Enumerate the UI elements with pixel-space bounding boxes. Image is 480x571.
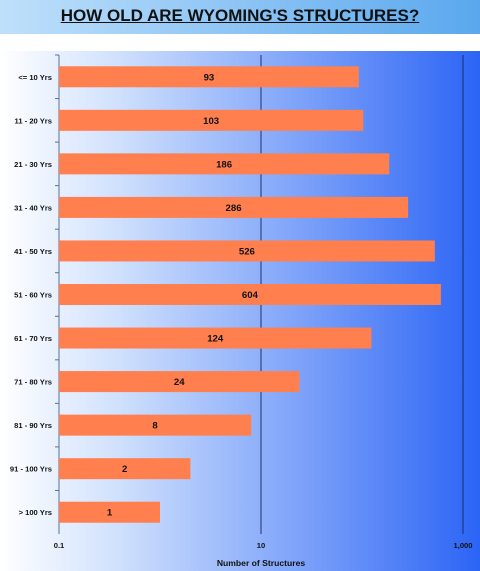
data-label: 124 [207, 334, 224, 345]
title-bar [0, 0, 480, 34]
bar [59, 371, 300, 393]
category-label: 51 - 60 Yrs [14, 291, 52, 300]
bar [59, 66, 359, 88]
data-label: 2 [122, 464, 127, 475]
data-label: 24 [174, 377, 185, 388]
x-tick-label: 10 [257, 541, 265, 550]
x-axis-title: Number of Structures [217, 558, 306, 568]
category-label: > 100 Yrs [19, 508, 52, 517]
data-label: 286 [226, 203, 242, 214]
data-label: 604 [242, 290, 259, 301]
bar [59, 240, 435, 262]
bar [59, 284, 441, 305]
data-label: 1 [107, 508, 113, 519]
category-label: 71 - 80 Yrs [14, 378, 52, 387]
category-label: 91 - 100 Yrs [10, 465, 52, 474]
category-label: 11 - 20 Yrs [15, 116, 52, 125]
bar [59, 327, 372, 349]
data-label: 186 [216, 159, 232, 170]
category-label: <= 10 Yrs [18, 73, 52, 82]
data-label: 8 [152, 421, 158, 432]
bar [59, 414, 252, 436]
category-label: 41 - 50 Yrs [14, 247, 52, 256]
category-label: 31 - 40 Yrs [14, 203, 52, 212]
category-label: 21 - 30 Yrs [14, 160, 52, 169]
bar [59, 196, 409, 218]
category-label: 81 - 90 Yrs [14, 421, 52, 430]
bar [59, 153, 390, 175]
data-label: 103 [203, 116, 219, 127]
data-label: 93 [204, 72, 215, 83]
bar [59, 458, 191, 480]
bar [59, 109, 364, 131]
plot-background [0, 51, 480, 571]
category-label: 61 - 70 Yrs [14, 334, 52, 343]
x-tick-label: 1,000 [453, 541, 472, 550]
data-label: 526 [239, 246, 255, 257]
x-tick-label: 0.1 [54, 541, 65, 550]
chart-title: HOW OLD ARE WYOMING'S STRUCTURES? [60, 6, 420, 25]
bar [59, 501, 160, 523]
